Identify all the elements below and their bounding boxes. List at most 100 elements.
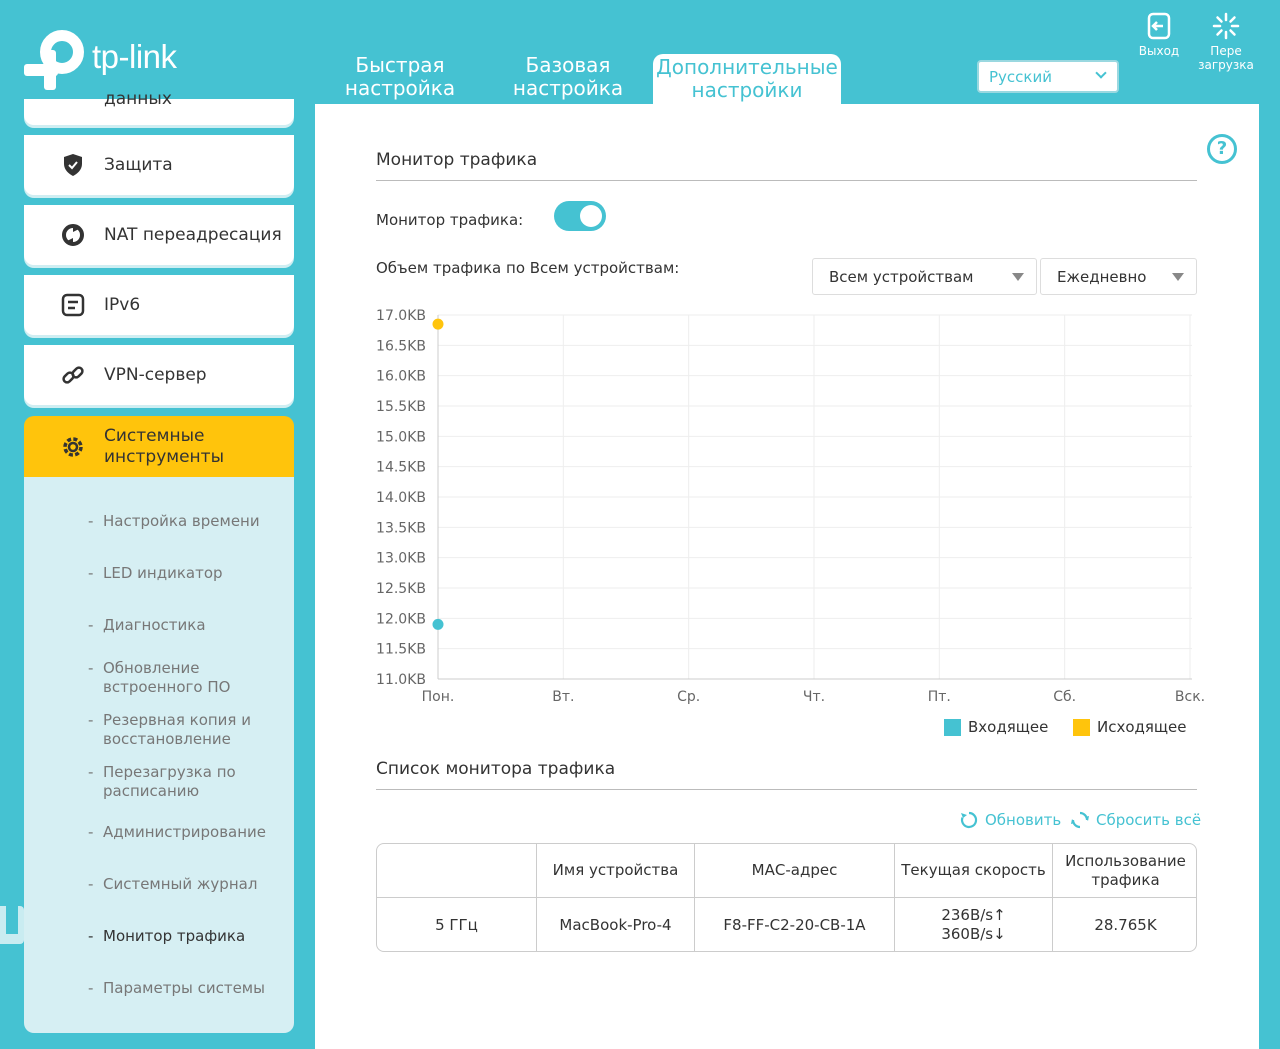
speed-up: 236B/s↑ — [941, 906, 1006, 924]
sidebar-item-nat[interactable]: NAT переадресация — [24, 205, 294, 265]
dropdown-arrow-icon — [1012, 273, 1024, 281]
tp-link-logo: tp-link — [24, 28, 177, 90]
table-header: МАС-адрес — [695, 844, 895, 897]
link-icon — [60, 362, 86, 388]
submenu-label: Диагностика — [103, 616, 206, 634]
sidebar-item-vpn[interactable]: VPN-сервер — [24, 345, 294, 405]
sidebar-item-system-tools[interactable]: Системные инструменты — [24, 416, 294, 477]
table-cell-device-name: MacBook-Pro-4 — [537, 898, 695, 951]
tab-basic[interactable]: Базовая настройка — [498, 54, 638, 104]
y-tick-label: 13.5KB — [376, 520, 426, 536]
table-header: Имя устройства — [537, 844, 695, 897]
legend-swatch — [1073, 718, 1090, 736]
table-header: Текущая скорость — [895, 844, 1053, 897]
x-tick-label: Сб. — [1053, 689, 1076, 705]
submenu-label: LED индикатор — [103, 564, 223, 582]
submenu-label: Администрирование — [103, 823, 267, 841]
gear-icon — [60, 434, 86, 460]
table-header — [377, 844, 537, 897]
submenu-label: Настройка времени — [103, 512, 260, 530]
y-tick-label: 16.0KB — [376, 369, 426, 385]
divider — [376, 789, 1197, 790]
y-tick-label: 12.5KB — [376, 581, 426, 597]
sidebar-item-data[interactable]: данных — [24, 89, 294, 125]
dropdown-arrow-icon — [1172, 273, 1184, 281]
reboot-button[interactable]: Пере загрузка — [1196, 12, 1256, 72]
tp-link-logo-mark — [24, 28, 86, 90]
sidebar-item-security[interactable]: Защита — [24, 135, 294, 195]
table-cell-band: 5 ГГц — [377, 898, 537, 951]
submenu-label: Системный журнал — [103, 875, 258, 893]
speed-down: 360B/s↓ — [941, 925, 1006, 943]
table-cell-usage: 28.765K — [1094, 915, 1157, 934]
reboot-icon — [1212, 12, 1240, 40]
submenu-label: Параметры системы — [103, 979, 265, 997]
tab-label: Базовая — [525, 53, 611, 77]
x-tick-label: Чт. — [803, 689, 825, 705]
page-title: Монитор трафика — [376, 150, 538, 170]
submenu-label: Монитор трафика — [103, 927, 246, 945]
table-header: Использование трафика — [1065, 851, 1186, 889]
y-tick-label: 17.0KB — [376, 308, 426, 324]
y-tick-label: 12.0KB — [376, 611, 426, 627]
period-select[interactable]: Ежедневно — [1040, 258, 1197, 295]
refresh-button[interactable]: Обновить — [959, 810, 1061, 830]
submenu-label-line: Обновление — [103, 659, 200, 677]
sidebar-item-label: NAT переадресация — [104, 224, 282, 245]
submenu-label-line: расписанию — [103, 782, 200, 800]
y-tick-label: 15.0KB — [376, 429, 426, 445]
submenu-label: Резервная копия и восстановление — [103, 711, 303, 749]
logout-label: Выход — [1138, 44, 1180, 58]
logout-button[interactable]: Выход — [1136, 12, 1182, 58]
traffic-volume-label: Объем трафика по Всем устройствам: — [376, 259, 680, 277]
submenu-label: Обновление встроенного ПО — [103, 659, 303, 697]
sidebar-item-label: данных — [104, 89, 172, 109]
sidebar-item-ipv6[interactable]: IPv6 — [24, 275, 294, 335]
language-select[interactable]: Русский — [977, 60, 1119, 93]
tab-label: Дополнительные — [656, 55, 838, 79]
reboot-label: загрузка — [1198, 58, 1254, 72]
tab-label: Быстрая — [355, 53, 445, 77]
legend-incoming: Входящее — [944, 718, 1048, 736]
sidebar-item-label: Системные инструменты — [104, 426, 224, 468]
reset-all-button[interactable]: Сбросить всё — [1070, 810, 1201, 830]
submenu-label: Перезагрузка по расписанию — [103, 763, 303, 801]
data-point — [432, 318, 444, 330]
table-cell-mac: F8-FF-C2-20-CB-1A — [695, 898, 895, 951]
x-tick-label: Пт. — [928, 689, 951, 705]
ipv6-icon — [60, 292, 86, 318]
x-tick-label: Пон. — [422, 689, 455, 705]
device-select-value: Всем устройствам — [829, 268, 974, 286]
toggle-knob — [580, 205, 602, 227]
submenu-label-line: Резервная копия и — [103, 711, 251, 729]
chevron-down-icon — [1095, 67, 1107, 79]
x-tick-label: Вт. — [552, 689, 574, 705]
reset-all-label: Сбросить всё — [1096, 811, 1202, 829]
data-point — [432, 618, 444, 630]
y-tick-label: 16.5KB — [376, 338, 426, 354]
sidebar-item-label-line: Системные — [104, 425, 205, 446]
legend-label: Входящее — [968, 718, 1049, 736]
tab-quick-setup[interactable]: Быстрая настройка — [330, 54, 470, 104]
device-select[interactable]: Всем устройствам — [812, 258, 1037, 295]
submenu-label-line: восстановление — [103, 730, 231, 748]
refresh-label: Обновить — [985, 811, 1062, 829]
nat-icon — [60, 222, 86, 248]
table-header-row: Имя устройства МАС-адрес Текущая скорост… — [377, 844, 1196, 898]
sidebar-item-label-line: инструменты — [104, 446, 224, 467]
tab-label: настройка — [344, 76, 456, 100]
legend-swatch — [944, 718, 961, 736]
x-tick-label: Ср. — [677, 689, 700, 705]
scroll-handle[interactable] — [0, 906, 24, 944]
reboot-label: Пере — [1210, 44, 1242, 58]
traffic-monitor-label: Монитор трафика: — [376, 211, 524, 229]
help-icon[interactable]: ? — [1207, 134, 1237, 164]
traffic-monitor-toggle[interactable] — [554, 201, 606, 231]
refresh-icon — [960, 811, 978, 829]
shield-icon — [60, 152, 86, 178]
y-tick-label: 14.5KB — [376, 460, 426, 476]
traffic-table: Имя устройства МАС-адрес Текущая скорост… — [376, 843, 1197, 952]
y-tick-label: 11.0KB — [376, 672, 426, 688]
table-row: 5 ГГц MacBook-Pro-4 F8-FF-C2-20-CB-1A 23… — [377, 898, 1196, 951]
tab-advanced[interactable]: Дополнительные настройки — [653, 54, 841, 104]
